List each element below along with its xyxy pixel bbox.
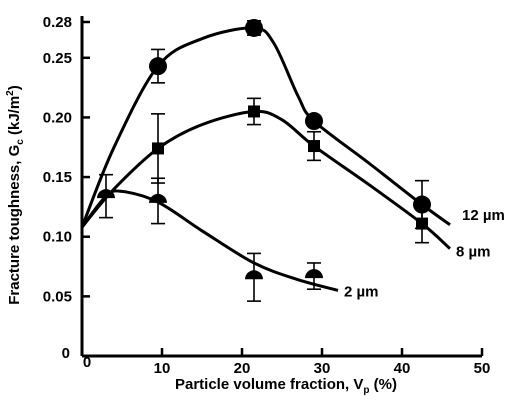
y-tick-label: 0.25	[43, 50, 72, 67]
data-point-square	[308, 140, 320, 153]
labels: 12 µm 8 µm 2 µm	[344, 207, 505, 301]
data-point-square	[248, 105, 260, 118]
y-axis-title: Fracture toughness, Gc (kJ/m2)	[5, 85, 26, 305]
x-tick-label: 50	[474, 360, 491, 377]
x-tick-label: 0	[83, 354, 91, 371]
data-point-half-circle	[245, 270, 263, 280]
data-point-circle	[413, 195, 431, 214]
y-tick-label: 0.20	[43, 109, 72, 126]
data-point-circle	[149, 57, 167, 76]
y-tick-label: 0.05	[43, 288, 72, 305]
series-line	[80, 189, 339, 292]
series-label: 2 µm	[344, 283, 379, 300]
curves	[80, 26, 451, 292]
data-point-half-circle	[97, 189, 115, 199]
x-tick-label: 40	[394, 360, 411, 377]
x-tick-label: 10	[154, 360, 171, 377]
y-tick-label: 0.10	[43, 229, 72, 246]
x-tick-label: 20	[234, 360, 251, 377]
series-label: 8 µm	[456, 244, 491, 261]
y-tick-label: 0.15	[43, 169, 72, 186]
x-axis-title: Particle volume fraction, Vp (%)	[175, 376, 397, 396]
data-point-half-circle	[305, 269, 323, 279]
data-point-half-circle	[149, 193, 167, 203]
axes: 0 0.05 0.10 0.15 0.20 0.25 0.28 0 10 20 30 40 50 Part…	[5, 14, 490, 396]
series-line	[80, 109, 451, 250]
series-label: 12 µm	[462, 207, 505, 224]
data-point-circle	[245, 18, 263, 37]
y-tick-label: 0	[62, 345, 70, 362]
markers	[97, 18, 431, 280]
data-point-circle	[305, 112, 323, 131]
data-point-square	[152, 142, 164, 155]
data-point-square	[416, 217, 428, 230]
y-tick-label: 0.28	[43, 14, 72, 31]
series-line	[80, 26, 451, 228]
error-bars	[99, 20, 429, 302]
x-tick-label: 30	[314, 360, 331, 377]
